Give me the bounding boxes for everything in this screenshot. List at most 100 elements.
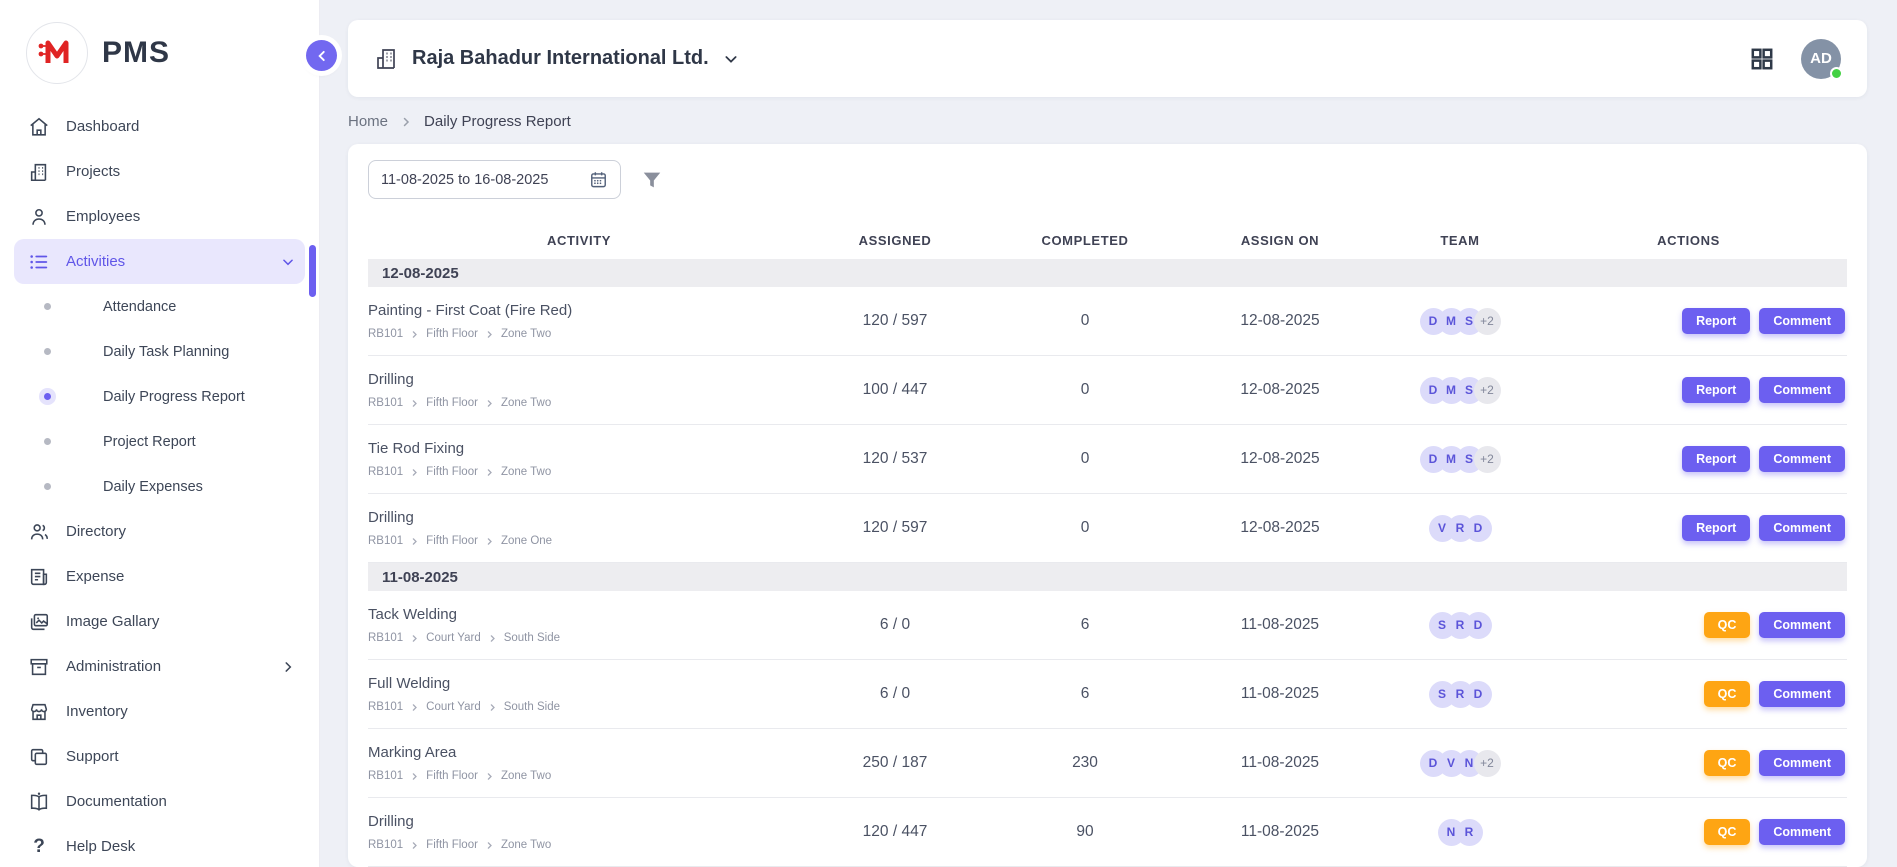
assign-on-date: 11-08-2025 bbox=[1170, 616, 1390, 634]
column-header: ACTIVITY bbox=[368, 233, 790, 248]
comment-button[interactable]: Comment bbox=[1759, 377, 1845, 403]
sidebar-item-employees[interactable]: Employees bbox=[14, 194, 305, 239]
assigned-value: 6 / 0 bbox=[790, 685, 1000, 703]
team-more-badge[interactable]: +2 bbox=[1474, 446, 1501, 473]
completed-value: 6 bbox=[1000, 685, 1170, 703]
assigned-value: 250 / 187 bbox=[790, 754, 1000, 772]
sidebar-item-administration[interactable]: Administration bbox=[14, 644, 305, 689]
comment-button[interactable]: Comment bbox=[1759, 681, 1845, 707]
sidebar-subitem-daily-progress-report[interactable]: Daily Progress Report bbox=[14, 374, 305, 419]
chevron-right-icon bbox=[410, 468, 419, 477]
completed-value: 90 bbox=[1000, 823, 1170, 841]
store-icon bbox=[28, 701, 50, 723]
sidebar-item-image-gallery[interactable]: Image Gallary bbox=[14, 599, 305, 644]
location-segment: Zone Two bbox=[501, 466, 551, 478]
team-more-badge[interactable]: +2 bbox=[1474, 377, 1501, 404]
location-segment: RB101 bbox=[368, 701, 403, 713]
location-segment: RB101 bbox=[368, 839, 403, 851]
report-button[interactable]: Report bbox=[1682, 446, 1750, 472]
activity-location: RB101Court YardSouth Side bbox=[368, 701, 780, 713]
team-member-badge[interactable]: R bbox=[1456, 819, 1483, 846]
home-icon bbox=[28, 116, 50, 138]
chevron-right-icon bbox=[281, 660, 295, 674]
sidebar-item-documentation[interactable]: Documentation bbox=[14, 779, 305, 824]
sidebar-scrollbar-thumb[interactable] bbox=[309, 245, 316, 297]
sidebar-item-help-desk[interactable]: ? Help Desk bbox=[14, 824, 305, 867]
breadcrumb-home-link[interactable]: Home bbox=[348, 113, 388, 130]
chevron-right-icon bbox=[410, 399, 419, 408]
bullet-icon bbox=[44, 393, 51, 400]
team-more-badge[interactable]: +2 bbox=[1474, 750, 1501, 777]
sidebar-item-dashboard[interactable]: Dashboard bbox=[14, 104, 305, 149]
qc-button[interactable]: QC bbox=[1704, 681, 1751, 707]
sidebar-collapse-button[interactable] bbox=[306, 40, 337, 71]
table-row: Drilling RB101Fifth FloorZone Two 100 / … bbox=[368, 356, 1847, 425]
report-button[interactable]: Report bbox=[1682, 515, 1750, 541]
team-avatars: VRD bbox=[1390, 515, 1530, 542]
sidebar-item-activities[interactable]: Activities bbox=[14, 239, 305, 284]
assign-on-date: 12-08-2025 bbox=[1170, 312, 1390, 330]
team-member-badge[interactable]: D bbox=[1465, 681, 1492, 708]
activity-title: Marking Area bbox=[368, 744, 780, 761]
location-segment: South Side bbox=[504, 632, 560, 644]
team-member-badge[interactable]: D bbox=[1465, 515, 1492, 542]
comment-button[interactable]: Comment bbox=[1759, 750, 1845, 776]
date-range-input[interactable]: 11-08-2025 to 16-08-2025 bbox=[368, 160, 621, 199]
location-segment: Fifth Floor bbox=[426, 397, 478, 409]
book-icon bbox=[28, 791, 50, 813]
sidebar-subitem-daily-task-planning[interactable]: Daily Task Planning bbox=[14, 329, 305, 374]
team-member-badge[interactable]: D bbox=[1465, 612, 1492, 639]
column-header: ASSIGN ON bbox=[1170, 233, 1390, 248]
qc-button[interactable]: QC bbox=[1704, 750, 1751, 776]
filter-icon[interactable] bbox=[641, 169, 663, 191]
completed-value: 0 bbox=[1000, 519, 1170, 537]
comment-button[interactable]: Comment bbox=[1759, 612, 1845, 638]
chevron-down-icon bbox=[723, 51, 739, 67]
qc-button[interactable]: QC bbox=[1704, 819, 1751, 845]
archive-icon bbox=[28, 656, 50, 678]
team-avatars: DMS+2 bbox=[1390, 308, 1530, 335]
activity-title: Tie Rod Fixing bbox=[368, 440, 780, 457]
comment-button[interactable]: Comment bbox=[1759, 446, 1845, 472]
sidebar-item-support[interactable]: Support bbox=[14, 734, 305, 779]
qc-button[interactable]: QC bbox=[1704, 612, 1751, 638]
comment-button[interactable]: Comment bbox=[1759, 308, 1845, 334]
comment-button[interactable]: Comment bbox=[1759, 819, 1845, 845]
team-more-badge[interactable]: +2 bbox=[1474, 308, 1501, 335]
activity-title: Drilling bbox=[368, 813, 780, 830]
assign-on-date: 11-08-2025 bbox=[1170, 823, 1390, 841]
company-name: Raja Bahadur International Ltd. bbox=[412, 47, 709, 70]
row-actions: QC Comment bbox=[1530, 750, 1847, 776]
team-avatars: NR bbox=[1390, 819, 1530, 846]
user-avatar[interactable]: AD bbox=[1801, 39, 1841, 79]
sidebar-item-directory[interactable]: Directory bbox=[14, 509, 305, 554]
report-button[interactable]: Report bbox=[1682, 308, 1750, 334]
comment-button[interactable]: Comment bbox=[1759, 515, 1845, 541]
table-row: Drilling RB101Fifth FloorZone Two 120 / … bbox=[368, 798, 1847, 867]
row-actions: Report Comment bbox=[1530, 308, 1847, 334]
team-avatars: SRD bbox=[1390, 681, 1530, 708]
sidebar-item-expense[interactable]: Expense bbox=[14, 554, 305, 599]
people-icon bbox=[28, 521, 50, 543]
apps-grid-icon[interactable] bbox=[1749, 46, 1775, 72]
location-segment: Zone Two bbox=[501, 397, 551, 409]
company-selector[interactable]: Raja Bahadur International Ltd. bbox=[374, 47, 739, 71]
sidebar-subitem-project-report[interactable]: Project Report bbox=[14, 419, 305, 464]
assign-on-date: 11-08-2025 bbox=[1170, 685, 1390, 703]
sidebar-subitem-attendance[interactable]: Attendance bbox=[14, 284, 305, 329]
chevron-right-icon bbox=[410, 703, 419, 712]
activity-title: Full Welding bbox=[368, 675, 780, 692]
assigned-value: 100 / 447 bbox=[790, 381, 1000, 399]
sidebar-item-projects[interactable]: Projects bbox=[14, 149, 305, 194]
report-button[interactable]: Report bbox=[1682, 377, 1750, 403]
location-segment: RB101 bbox=[368, 770, 403, 782]
location-segment: RB101 bbox=[368, 466, 403, 478]
sidebar-item-inventory[interactable]: Inventory bbox=[14, 689, 305, 734]
sidebar-subitem-daily-expenses[interactable]: Daily Expenses bbox=[14, 464, 305, 509]
location-segment: Fifth Floor bbox=[426, 770, 478, 782]
gallery-icon bbox=[28, 611, 50, 633]
calendar-icon bbox=[589, 170, 608, 189]
table-row: Tack Welding RB101Court YardSouth Side 6… bbox=[368, 591, 1847, 660]
report-card: 11-08-2025 to 16-08-2025 ACTIVITYASSIGNE… bbox=[348, 144, 1867, 867]
assign-on-date: 12-08-2025 bbox=[1170, 519, 1390, 537]
